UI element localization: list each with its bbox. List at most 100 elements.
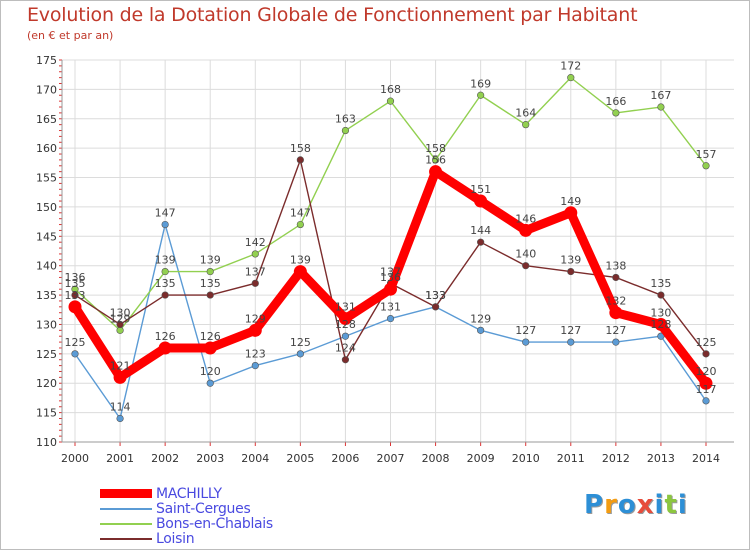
chart-legend: MACHILLY Saint-Cergues Bons-en-Chablais Loi… [100, 485, 273, 547]
data-label: 164 [515, 107, 536, 120]
data-point [384, 282, 397, 296]
y-tick-label: 110 [36, 436, 57, 449]
data-label: 120 [696, 365, 717, 378]
data-point [477, 238, 485, 246]
data-label: 166 [605, 95, 626, 108]
data-point [251, 279, 259, 287]
legend-swatch [100, 489, 152, 498]
data-point [477, 91, 485, 99]
y-tick-label: 135 [36, 289, 57, 302]
data-label: 125 [290, 336, 311, 349]
data-point [341, 332, 350, 340]
data-point [203, 341, 217, 355]
data-label: 144 [470, 224, 491, 237]
data-label: 135 [650, 277, 671, 290]
data-point [522, 121, 530, 129]
data-point [251, 250, 259, 258]
data-label: 132 [605, 295, 626, 308]
data-label: 139 [560, 254, 581, 267]
data-label: 168 [380, 83, 401, 96]
legend-swatch [100, 522, 152, 525]
data-point [612, 338, 620, 346]
data-point [612, 109, 620, 117]
data-label: 156 [425, 154, 446, 167]
data-label: 140 [515, 248, 536, 261]
data-point [341, 126, 350, 135]
legend-item: Bons-en-Chablais [100, 515, 273, 532]
logo-letter: i [677, 490, 688, 520]
data-label: 163 [335, 113, 356, 126]
data-point [522, 338, 530, 346]
x-tick-label: 2010 [512, 452, 540, 465]
data-label: 138 [605, 259, 626, 272]
data-point [567, 338, 575, 346]
data-point [699, 376, 713, 390]
data-label: 126 [155, 330, 176, 343]
data-label: 151 [470, 183, 491, 196]
data-point [654, 317, 668, 331]
x-tick-label: 2001 [106, 452, 134, 465]
data-point [296, 350, 304, 358]
data-label: 167 [650, 89, 671, 102]
logo-letter: P [584, 490, 605, 520]
data-point [338, 312, 352, 326]
data-label: 114 [110, 400, 131, 413]
chart-title: Evolution de la Dotation Globale de Fonc… [27, 4, 638, 26]
y-tick-label: 125 [36, 348, 57, 361]
data-point [161, 220, 169, 229]
data-point [702, 350, 710, 358]
x-tick-label: 2011 [557, 452, 585, 465]
data-point [564, 206, 578, 220]
data-label: 130 [650, 306, 671, 319]
data-label: 129 [110, 312, 131, 325]
proxiti-logo: Proxiti [584, 490, 688, 520]
legend-item: Loisin [100, 531, 273, 547]
data-point [206, 267, 214, 276]
y-tick-label: 170 [36, 83, 57, 96]
data-point [702, 397, 710, 405]
data-point [657, 103, 665, 111]
data-point [251, 362, 259, 370]
data-point [71, 291, 79, 299]
data-point [116, 320, 124, 329]
x-tick-label: 2006 [331, 452, 359, 465]
legend-label: Bons-en-Chablais [156, 515, 273, 532]
data-point [477, 326, 485, 334]
y-tick-label: 145 [36, 230, 57, 243]
data-point [431, 156, 440, 164]
data-label: 146 [515, 212, 536, 225]
data-label: 158 [290, 142, 311, 155]
logo-letter: r [604, 490, 618, 520]
legend-label: MACHILLY [156, 485, 222, 502]
data-point [161, 291, 169, 299]
data-label: 117 [696, 383, 717, 396]
data-point [567, 267, 575, 276]
data-label: 147 [155, 207, 176, 220]
data-label: 128 [650, 318, 671, 331]
data-label: 128 [335, 318, 356, 331]
x-tick-label: 2009 [467, 452, 495, 465]
data-point [522, 262, 530, 270]
data-point [341, 356, 350, 364]
data-label: 149 [560, 195, 581, 208]
data-label: 157 [696, 148, 717, 161]
data-point [657, 291, 665, 299]
legend-swatch [100, 537, 152, 540]
legend-item: MACHILLY [100, 485, 273, 502]
data-point [702, 162, 710, 170]
data-label: 135 [65, 277, 86, 290]
data-point [206, 379, 214, 387]
data-label: 169 [470, 77, 491, 90]
data-point [474, 194, 488, 208]
data-label: 142 [245, 236, 266, 249]
data-label: 125 [65, 336, 86, 349]
y-tick-label: 175 [36, 54, 57, 67]
x-tick-label: 2014 [692, 452, 720, 465]
y-tick-label: 155 [36, 172, 57, 185]
data-label: 135 [155, 277, 176, 290]
logo-letter: t [664, 490, 678, 520]
data-label: 123 [245, 348, 266, 361]
y-tick-label: 130 [36, 318, 57, 331]
data-label: 135 [200, 277, 221, 290]
x-tick-label: 2002 [151, 452, 179, 465]
